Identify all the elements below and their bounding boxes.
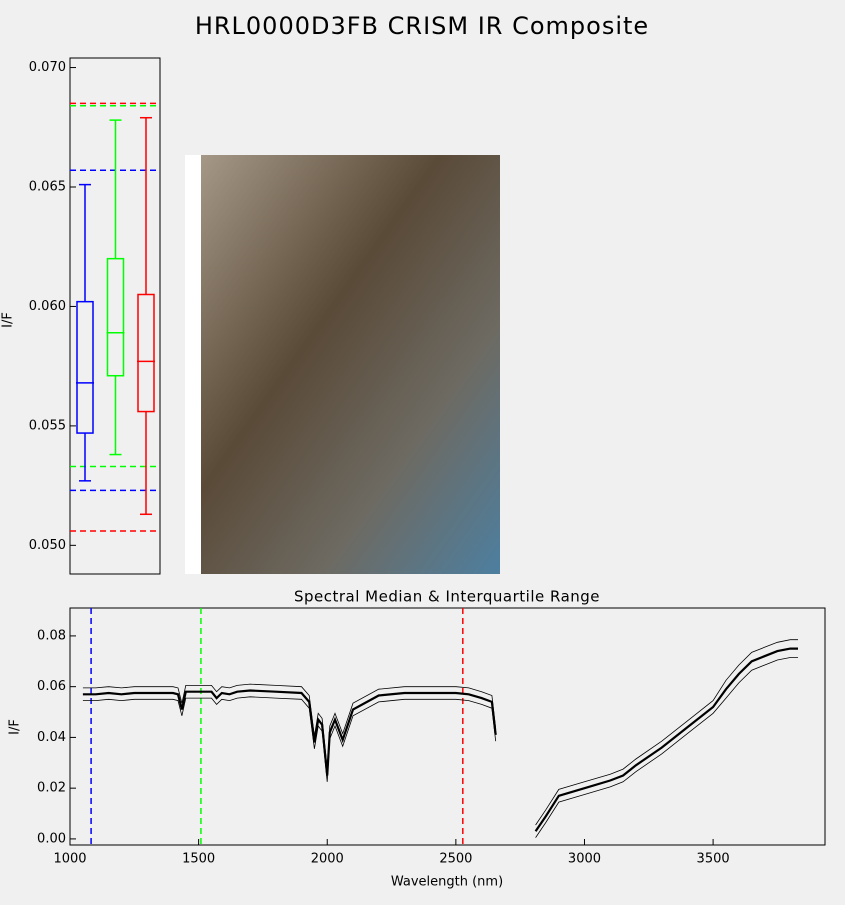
y-tick-label: 0.070	[29, 60, 66, 75]
x-tick-label: 3500	[697, 852, 730, 867]
spectrum-line	[82, 657, 798, 838]
y-tick-label: 0.050	[29, 538, 66, 553]
x-tick-label: 1000	[53, 852, 86, 867]
box	[106, 257, 125, 377]
x-tick-label: 3000	[568, 852, 601, 867]
box	[76, 300, 94, 434]
y-tick-label: 0.04	[37, 730, 66, 745]
x-tick-label: 1500	[182, 852, 215, 867]
x-tick-label: 2500	[439, 852, 472, 867]
x-tick-label: 2000	[311, 852, 344, 867]
y-tick-label: 0.06	[37, 679, 66, 694]
y-axis-label: I/F	[1, 312, 16, 328]
y-tick-label: 0.08	[37, 628, 66, 643]
axes-frame	[69, 57, 161, 575]
axes-frame	[69, 607, 826, 846]
y-tick-label: 0.060	[29, 299, 66, 314]
y-tick-label: 0.055	[29, 418, 66, 433]
y-tick-label: 0.065	[29, 180, 66, 195]
composite-image	[201, 155, 500, 574]
y-axis-label: I/F	[8, 719, 23, 735]
spectrum-line	[82, 639, 798, 826]
spectrum-line	[82, 647, 798, 832]
title: HRL0000D3FB CRISM IR Composite	[195, 12, 649, 40]
y-tick-label: 0.02	[37, 781, 66, 796]
y-tick-label: 0.00	[37, 831, 66, 846]
chart-title: Spectral Median & Interquartile Range	[294, 588, 600, 606]
x-axis-label: Wavelength (nm)	[391, 875, 503, 890]
box	[137, 293, 155, 413]
